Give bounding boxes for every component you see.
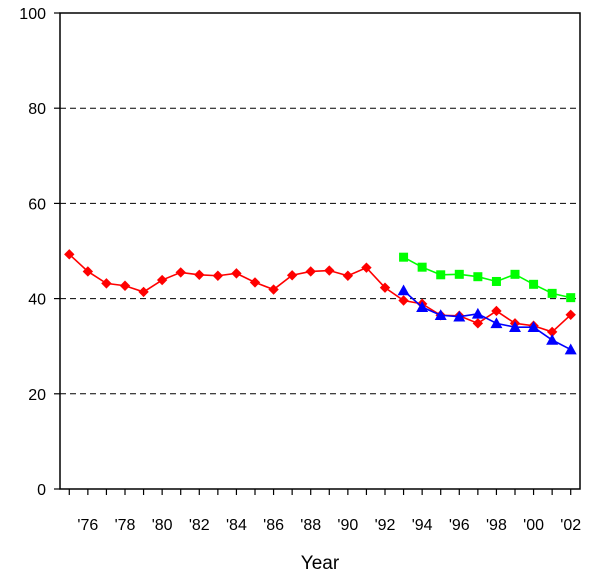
data-point-diamond-1977 xyxy=(101,278,112,289)
y-tick-label-0: 0 xyxy=(37,482,46,499)
data-point-diamond-2002 xyxy=(565,309,576,320)
data-point-diamond-1980 xyxy=(156,274,168,286)
data-point-diamond-1981 xyxy=(175,267,186,278)
x-tick-label-1976: '76 xyxy=(77,517,98,534)
data-point-diamond-1978 xyxy=(119,280,131,291)
data-point-diamond-1998 xyxy=(491,305,502,317)
y-tick-label-80: 80 xyxy=(28,101,46,118)
series-line-triangle xyxy=(403,289,572,351)
data-point-triangle-1996 xyxy=(453,310,466,322)
x-tick-labels: '76 '78 '80 '82 '84 '86 '88 '90 '92 '94 '96 '98 '00 '… xyxy=(77,517,581,534)
data-point-diamond-1992 xyxy=(379,282,391,293)
data-point-diamond-1976 xyxy=(82,266,94,277)
data-point-triangle-1999 xyxy=(509,321,521,332)
data-point-triangle-1993 xyxy=(397,284,410,296)
data-point-square-1998 xyxy=(491,276,501,286)
data-point-diamond-1986 xyxy=(268,284,279,295)
x-tick-label-1986: '86 xyxy=(263,517,284,534)
data-point-square-2002 xyxy=(566,293,576,303)
x-tick-label-1994: '94 xyxy=(412,517,433,534)
series-group xyxy=(64,249,577,355)
y-tick-label-60: 60 xyxy=(28,196,46,213)
data-point-square-1999 xyxy=(510,269,520,279)
data-point-triangle-1994 xyxy=(416,301,429,312)
data-point-diamond-1990 xyxy=(342,270,354,281)
data-point-triangle-1998 xyxy=(490,317,503,329)
data-point-diamond-1985 xyxy=(249,277,261,288)
data-point-square-1997 xyxy=(473,272,483,282)
x-tick-label-1996: '96 xyxy=(449,517,470,534)
data-point-diamond-1983 xyxy=(212,270,224,281)
data-point-square-1995 xyxy=(436,270,446,280)
data-point-square-1993 xyxy=(399,252,409,262)
axis-ticks xyxy=(54,12,572,495)
y-tick-label-100: 100 xyxy=(19,6,46,23)
data-point-diamond-1975 xyxy=(64,249,75,260)
series-line-square xyxy=(403,256,571,299)
series-square xyxy=(399,252,576,303)
data-point-diamond-1988 xyxy=(305,266,316,277)
y-tick-label-40: 40 xyxy=(28,292,46,309)
data-point-diamond-1987 xyxy=(286,270,298,281)
y-tick-labels: 0 20 40 60 80 100 xyxy=(19,6,46,499)
series-triangle xyxy=(397,284,577,355)
gridlines xyxy=(60,107,580,395)
x-axis-title: Year xyxy=(301,553,340,574)
x-tick-label-1978: '78 xyxy=(115,517,136,534)
data-point-diamond-1991 xyxy=(361,262,372,273)
data-point-diamond-1993 xyxy=(398,295,409,306)
data-point-triangle-1995 xyxy=(434,309,447,321)
data-point-diamond-1984 xyxy=(231,268,242,279)
data-point-triangle-2000 xyxy=(527,321,540,332)
data-point-diamond-1979 xyxy=(138,286,149,298)
x-tick-label-1990: '90 xyxy=(337,517,358,534)
data-point-diamond-1989 xyxy=(324,265,335,276)
x-tick-label-2000: '00 xyxy=(523,517,544,534)
data-point-triangle-2002 xyxy=(564,343,577,355)
series-line-diamond xyxy=(68,253,572,333)
data-point-diamond-2001 xyxy=(546,326,558,338)
data-point-square-2001 xyxy=(547,288,557,298)
data-point-square-2000 xyxy=(529,279,539,289)
plot-area-frame xyxy=(59,12,581,490)
x-tick-label-1980: '80 xyxy=(152,517,173,534)
data-point-triangle-2001 xyxy=(546,334,559,345)
x-tick-label-1998: '98 xyxy=(486,517,507,534)
x-tick-label-2002: '02 xyxy=(560,517,581,534)
x-tick-label-1984: '84 xyxy=(226,517,247,534)
data-point-square-1994 xyxy=(417,262,427,272)
data-point-diamond-1997 xyxy=(472,318,484,329)
data-point-triangle-1997 xyxy=(471,307,484,319)
x-tick-label-1988: '88 xyxy=(300,517,321,534)
data-point-diamond-1982 xyxy=(194,269,205,280)
x-tick-label-1992: '92 xyxy=(375,517,396,534)
series-diamond xyxy=(64,249,576,338)
x-tick-label-1982: '82 xyxy=(189,517,210,534)
data-point-square-1996 xyxy=(454,269,464,279)
y-tick-label-20: 20 xyxy=(28,387,46,404)
